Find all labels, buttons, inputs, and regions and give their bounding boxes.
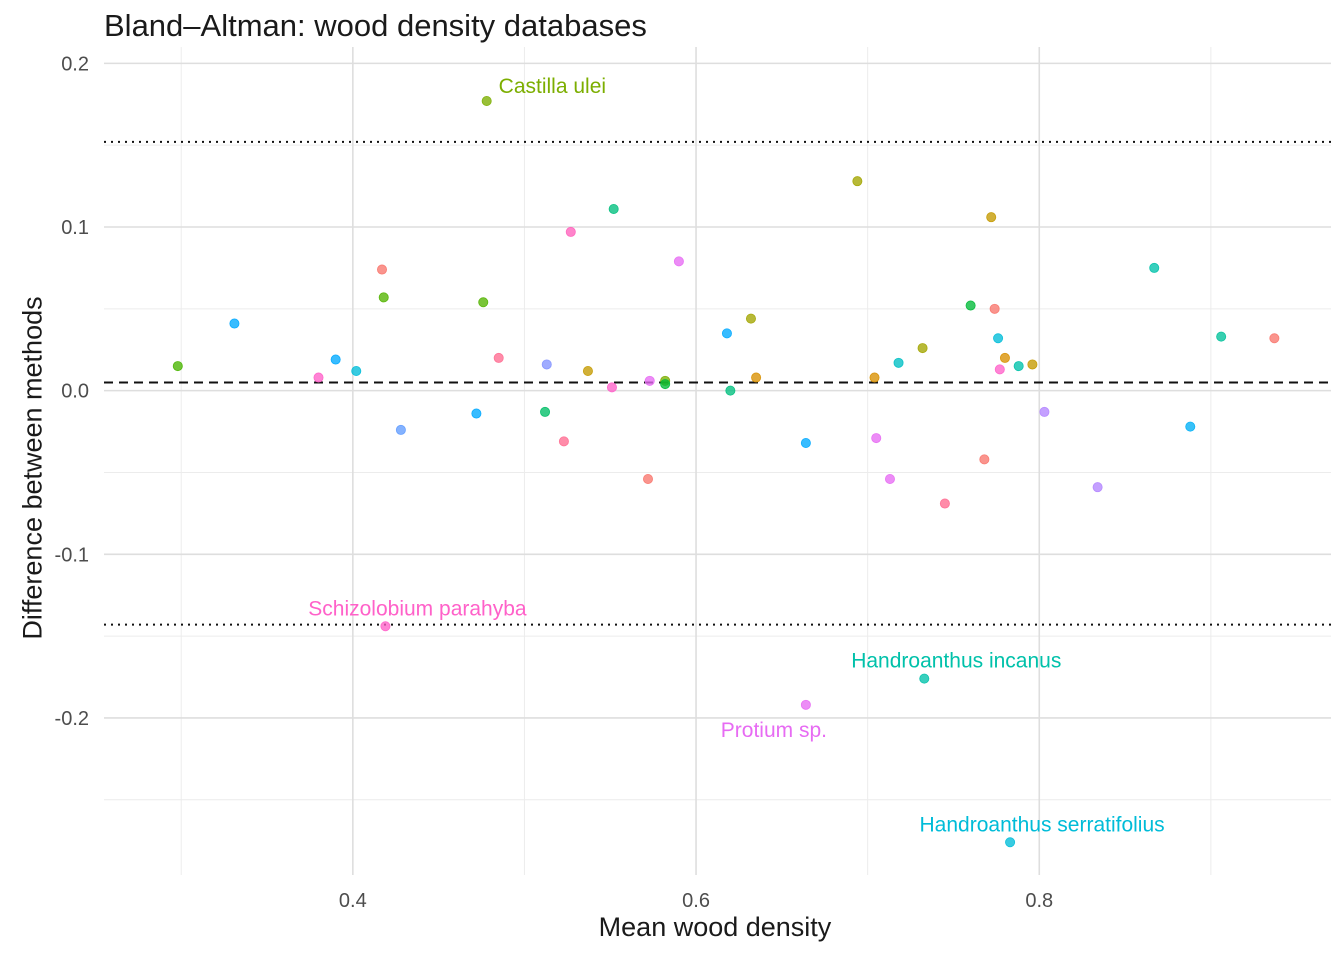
data-point (642, 473, 653, 484)
data-point (919, 673, 930, 684)
data-point (660, 379, 671, 390)
data-point (471, 408, 482, 419)
data-point (993, 333, 1004, 344)
data-point (313, 372, 324, 383)
x-tick-label: 0.8 (1025, 890, 1053, 912)
data-point (917, 343, 928, 354)
data-point (377, 264, 388, 275)
data-point (351, 365, 362, 376)
data-point (540, 406, 551, 417)
data-points (172, 96, 1280, 848)
data-point (481, 96, 492, 107)
data-point (986, 212, 997, 223)
data-point (869, 372, 880, 383)
data-point (172, 361, 183, 372)
data-point (1269, 333, 1280, 344)
chart-title: Bland–Altman: wood density databases (104, 8, 647, 43)
data-point (378, 292, 389, 303)
data-point (395, 424, 406, 435)
data-point (979, 454, 990, 465)
data-point (1149, 262, 1160, 273)
point-annotation: Handroanthus serratifolius (920, 813, 1165, 836)
data-point (1013, 361, 1024, 372)
data-point (1216, 331, 1227, 342)
data-point (751, 372, 762, 383)
data-point (994, 364, 1005, 375)
data-point (558, 436, 569, 447)
data-point (989, 303, 1000, 314)
data-point (330, 354, 341, 365)
data-point (644, 375, 655, 386)
data-point (1005, 837, 1016, 848)
data-point (1039, 406, 1050, 417)
y-tick-label: 0.2 (61, 53, 89, 75)
point-annotation: Castilla ulei (499, 75, 606, 98)
data-point (800, 699, 811, 710)
data-point (999, 352, 1010, 363)
data-point (725, 385, 736, 396)
data-point (582, 365, 593, 376)
data-point (541, 359, 552, 370)
x-axis-label: Mean wood density (598, 912, 832, 942)
data-point (673, 256, 684, 267)
point-annotation: Protium sp. (721, 719, 827, 742)
data-point (800, 437, 811, 448)
data-point (1185, 421, 1196, 432)
y-tick-label: -0.2 (55, 708, 89, 730)
data-point (380, 621, 391, 632)
x-tick-label: 0.6 (682, 890, 710, 912)
data-point (745, 313, 756, 324)
y-tick-label: 0.0 (61, 381, 89, 403)
grid-lines (104, 47, 1331, 875)
data-point (608, 203, 619, 214)
data-point (565, 226, 576, 237)
data-point (1092, 482, 1103, 493)
data-point (478, 297, 489, 308)
data-point (852, 176, 863, 187)
point-annotation: Handroanthus incanus (851, 650, 1061, 673)
data-point (871, 433, 882, 444)
data-point (965, 300, 976, 311)
y-tick-label: -0.1 (55, 544, 89, 566)
data-point (1027, 359, 1038, 370)
data-point (493, 352, 504, 363)
data-point (721, 328, 732, 339)
data-point (893, 357, 904, 368)
x-tick-label: 0.4 (339, 890, 367, 912)
y-axis-label: Difference between methods (17, 296, 48, 640)
y-tick-label: 0.1 (61, 217, 89, 239)
data-point (229, 318, 240, 329)
data-point (939, 498, 950, 509)
data-point (884, 473, 895, 484)
point-annotation: Schizolobium parahyba (308, 597, 527, 620)
data-point (606, 382, 617, 393)
